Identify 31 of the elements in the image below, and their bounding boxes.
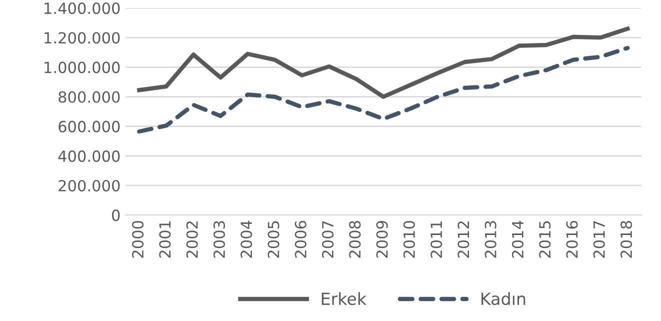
line-series — [137, 46, 630, 134]
x-tick-label: 2002 — [186, 221, 198, 258]
x-tick-label: 2018 — [620, 220, 632, 258]
y-tick-label: 600.000 — [58, 120, 120, 132]
x-tick-label: 2006 — [294, 220, 306, 258]
y-tick-label: 800.000 — [58, 91, 120, 103]
x-tick-label: 2005 — [268, 221, 280, 258]
x-tick-label: 2014 — [512, 220, 524, 258]
x-tick-label: 2008 — [349, 220, 361, 258]
x-tick-label: 2007 — [322, 221, 334, 258]
y-tick-label: 1.400.000 — [44, 2, 120, 14]
legend-label: Kadın — [482, 292, 526, 306]
x-tick-label: 2016 — [566, 220, 578, 258]
x-tick-label: 2011 — [430, 221, 442, 258]
x-tick-label: 2017 — [593, 221, 605, 258]
legend-label: Erkek — [322, 292, 367, 306]
line-series — [137, 26, 630, 99]
x-tick-label: 2010 — [403, 220, 415, 258]
x-tick-label: 2009 — [376, 221, 388, 258]
x-tick-label: 2004 — [240, 220, 252, 258]
x-tick-label: 2000 — [132, 220, 144, 258]
y-tick-label: 1.200.000 — [44, 32, 120, 44]
x-tick-label: 2015 — [539, 221, 551, 258]
x-tick-label: 2013 — [484, 221, 496, 258]
y-tick-label: 200.000 — [58, 180, 120, 192]
y-tick-label: 400.000 — [58, 150, 120, 162]
y-tick-label: 1.000.000 — [44, 62, 120, 74]
x-tick-label: 2012 — [458, 221, 470, 258]
x-tick-label: 2003 — [213, 221, 225, 258]
y-tick-label: 0 — [112, 210, 120, 222]
x-tick-label: 2001 — [159, 221, 171, 258]
